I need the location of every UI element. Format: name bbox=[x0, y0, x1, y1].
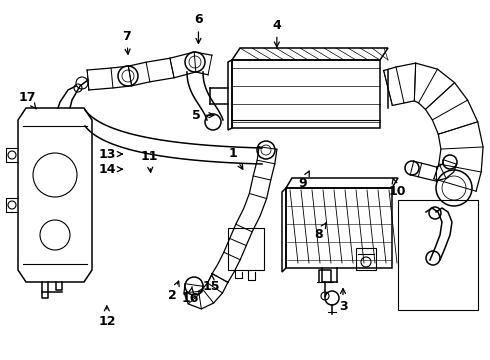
Text: 12: 12 bbox=[98, 306, 116, 328]
Text: 7: 7 bbox=[122, 30, 131, 54]
Text: 10: 10 bbox=[388, 179, 406, 198]
Text: 13: 13 bbox=[98, 148, 122, 161]
Text: 11: 11 bbox=[141, 150, 158, 172]
Bar bbox=[228, 228, 264, 270]
Text: 3: 3 bbox=[339, 289, 347, 313]
Text: 4: 4 bbox=[272, 19, 281, 47]
Text: 1: 1 bbox=[228, 147, 243, 169]
Text: 14: 14 bbox=[98, 163, 122, 176]
Text: 17: 17 bbox=[18, 91, 36, 109]
Text: 9: 9 bbox=[298, 171, 309, 190]
Text: 8: 8 bbox=[314, 223, 326, 241]
Text: 15: 15 bbox=[203, 274, 220, 293]
Text: 2: 2 bbox=[168, 281, 179, 302]
Text: 5: 5 bbox=[192, 109, 214, 122]
Bar bbox=[398, 200, 478, 310]
Text: 6: 6 bbox=[194, 13, 203, 43]
Text: 16: 16 bbox=[181, 287, 199, 305]
